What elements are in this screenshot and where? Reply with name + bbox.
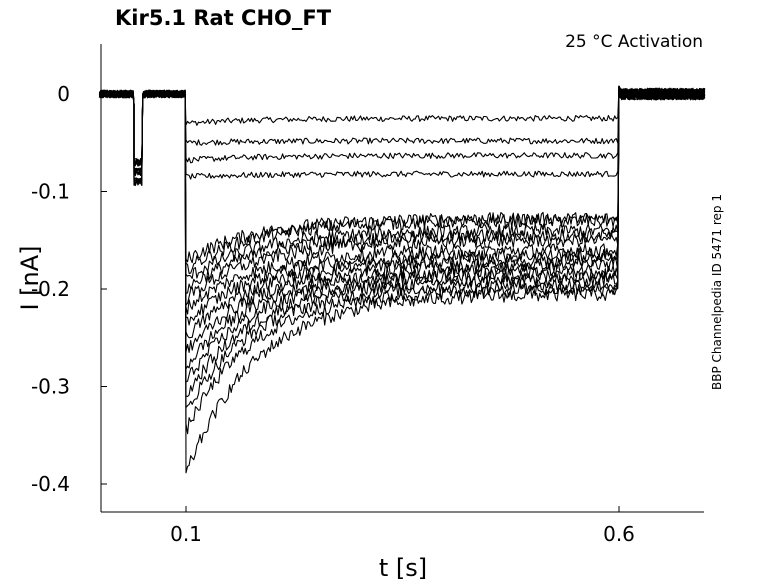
current-trace [99,85,706,180]
current-trace [99,85,706,274]
chart-subtitle: 25 °C Activation [565,32,703,52]
current-trace [98,85,706,187]
y-tick-label: -0.4 [31,472,70,496]
x-tick-label: 0.6 [603,522,635,546]
current-trace [98,85,706,474]
current-trace [98,85,706,398]
current-trace [98,85,706,166]
y-tick-label: 0 [57,82,70,106]
y-ticks: 0 -0.1 -0.2 -0.3 -0.4 [31,82,107,496]
y-axis-label: I [nA] [16,245,44,310]
traces [98,85,706,474]
current-trace [98,85,706,279]
channelpedia-id-label: BBP Channelpedia ID 5471 rep 1 [710,194,724,390]
current-trace [98,85,706,339]
x-axis-label: t [s] [379,554,427,582]
x-tick-label: 0.1 [170,522,202,546]
current-trace [98,85,705,370]
y-tick-label: -0.1 [31,180,70,204]
y-tick-label: -0.3 [31,375,70,399]
chart-title: Kir5.1 Rat CHO_FT [115,6,332,30]
y-tick-label: -0.2 [31,277,70,301]
x-ticks: 0.1 0.6 [170,506,635,546]
